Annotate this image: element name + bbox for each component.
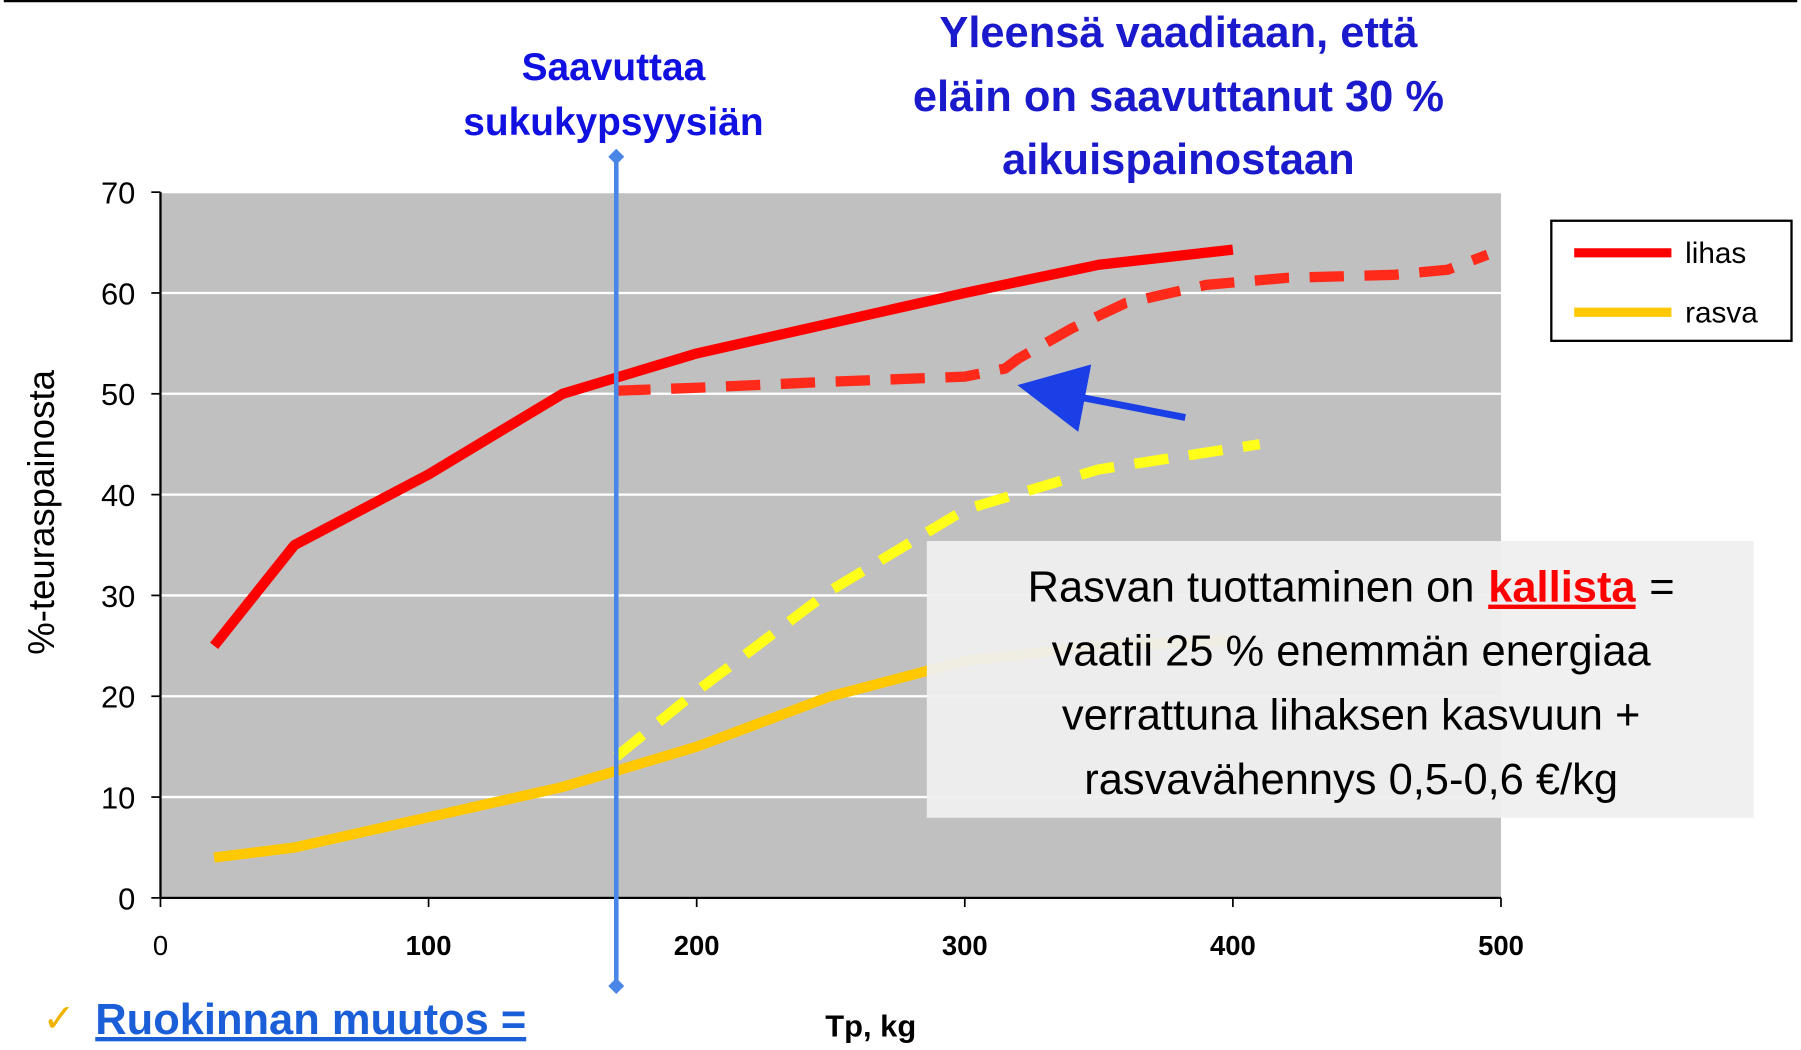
y-tick-label: 50 bbox=[101, 377, 135, 412]
note-line: vaatii 25 % enemmän energiaa bbox=[1052, 628, 1652, 676]
annotation: aikuispainostaan bbox=[1002, 136, 1355, 184]
x-tick-label: 500 bbox=[1478, 930, 1524, 961]
marker-end bbox=[608, 148, 625, 165]
x-tick-label: 300 bbox=[942, 930, 988, 961]
note-line: rasvavähennys 0,5-0,6 €/kg bbox=[1084, 756, 1618, 804]
y-axis-label: %-teuraspainosta bbox=[21, 369, 62, 654]
x-tick-label: 200 bbox=[674, 930, 720, 961]
y-tick-label: 0 bbox=[118, 881, 135, 916]
annotation: eläin on saavuttanut 30 % bbox=[913, 73, 1444, 121]
y-tick-label: 40 bbox=[101, 478, 135, 513]
series-line bbox=[210, 244, 1234, 650]
legend-box bbox=[1550, 219, 1793, 342]
x-tick-label: 100 bbox=[406, 930, 452, 961]
y-tick-label: 10 bbox=[101, 780, 135, 815]
note-box bbox=[926, 541, 1754, 818]
note-part: Rasvan tuottaminen on bbox=[1028, 564, 1475, 612]
note-part: = bbox=[1649, 564, 1674, 612]
legend-label: lihas bbox=[1685, 237, 1746, 270]
note-part: kallista bbox=[1488, 564, 1636, 612]
dashed-line bbox=[616, 249, 1490, 396]
bullet-text: Ruokinnan muutos = bbox=[95, 996, 526, 1044]
x-axis-label: Tp, kg bbox=[825, 1008, 916, 1043]
y-tick-label: 60 bbox=[101, 276, 135, 311]
note-line: Rasvan tuottaminen on kallista = bbox=[1028, 564, 1675, 612]
x-tick-label: 0 bbox=[153, 930, 168, 961]
x-tick-label: 400 bbox=[1210, 930, 1256, 961]
annotation: Saavuttaa bbox=[522, 46, 706, 89]
marker-end bbox=[608, 977, 625, 994]
annotation: Yleensä vaaditaan, että bbox=[939, 9, 1418, 57]
y-tick-label: 20 bbox=[101, 680, 135, 715]
annotation: sukukypsyysiän bbox=[463, 101, 763, 144]
y-tick-label: 30 bbox=[101, 579, 135, 614]
note-line: verrattuna lihaksen kasvuun + bbox=[1062, 692, 1641, 740]
dashed-line bbox=[612, 439, 1261, 761]
bullet-mark: ✓ bbox=[43, 998, 76, 1041]
arrow bbox=[1017, 364, 1186, 432]
legend-label: rasva bbox=[1685, 297, 1758, 330]
y-tick-label: 70 bbox=[101, 176, 135, 211]
